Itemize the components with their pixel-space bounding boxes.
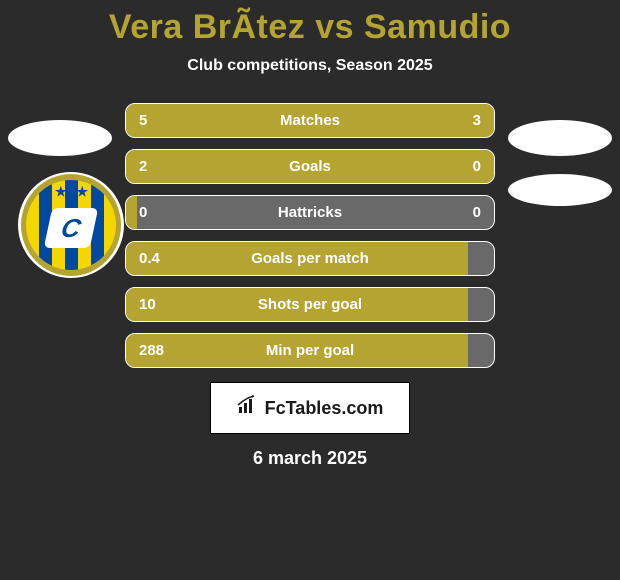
brand-box: FcTables.com [210, 382, 410, 434]
stat-row: 2Goals0 [125, 149, 495, 184]
stat-name: Min per goal [125, 342, 495, 359]
stat-name: Shots per goal [125, 296, 495, 313]
stat-row: 10Shots per goal [125, 287, 495, 322]
header: Vera BrÃtez vs Samudio Club competitions… [0, 0, 620, 75]
stat-right-value: 0 [473, 158, 481, 175]
crest-stars-icon: ★★★ [55, 184, 87, 200]
left-placeholder-oval-1 [8, 120, 112, 156]
page-subtitle: Club competitions, Season 2025 [0, 57, 620, 75]
stat-row: 5Matches3 [125, 103, 495, 138]
brand-text: FcTables.com [265, 398, 384, 419]
stat-row: 288Min per goal [125, 333, 495, 368]
stat-right-value: 0 [473, 204, 481, 221]
stats-bars: 5Matches32Goals00Hattricks00.4Goals per … [125, 103, 495, 368]
right-placeholder-oval-1 [508, 120, 612, 156]
stat-right-value: 3 [473, 112, 481, 129]
stat-name: Goals per match [125, 250, 495, 267]
stat-row: 0.4Goals per match [125, 241, 495, 276]
stat-name: Hattricks [125, 204, 495, 221]
page-title: Vera BrÃtez vs Samudio [0, 8, 620, 47]
bar-chart-icon [237, 395, 259, 421]
left-team-crest: ★★★ C [18, 172, 124, 278]
stat-name: Goals [125, 158, 495, 175]
right-placeholder-oval-2 [508, 174, 612, 206]
stat-name: Matches [125, 112, 495, 129]
stat-row: 0Hattricks0 [125, 195, 495, 230]
crest-letter: C [44, 208, 99, 248]
date-text: 6 march 2025 [0, 448, 620, 469]
